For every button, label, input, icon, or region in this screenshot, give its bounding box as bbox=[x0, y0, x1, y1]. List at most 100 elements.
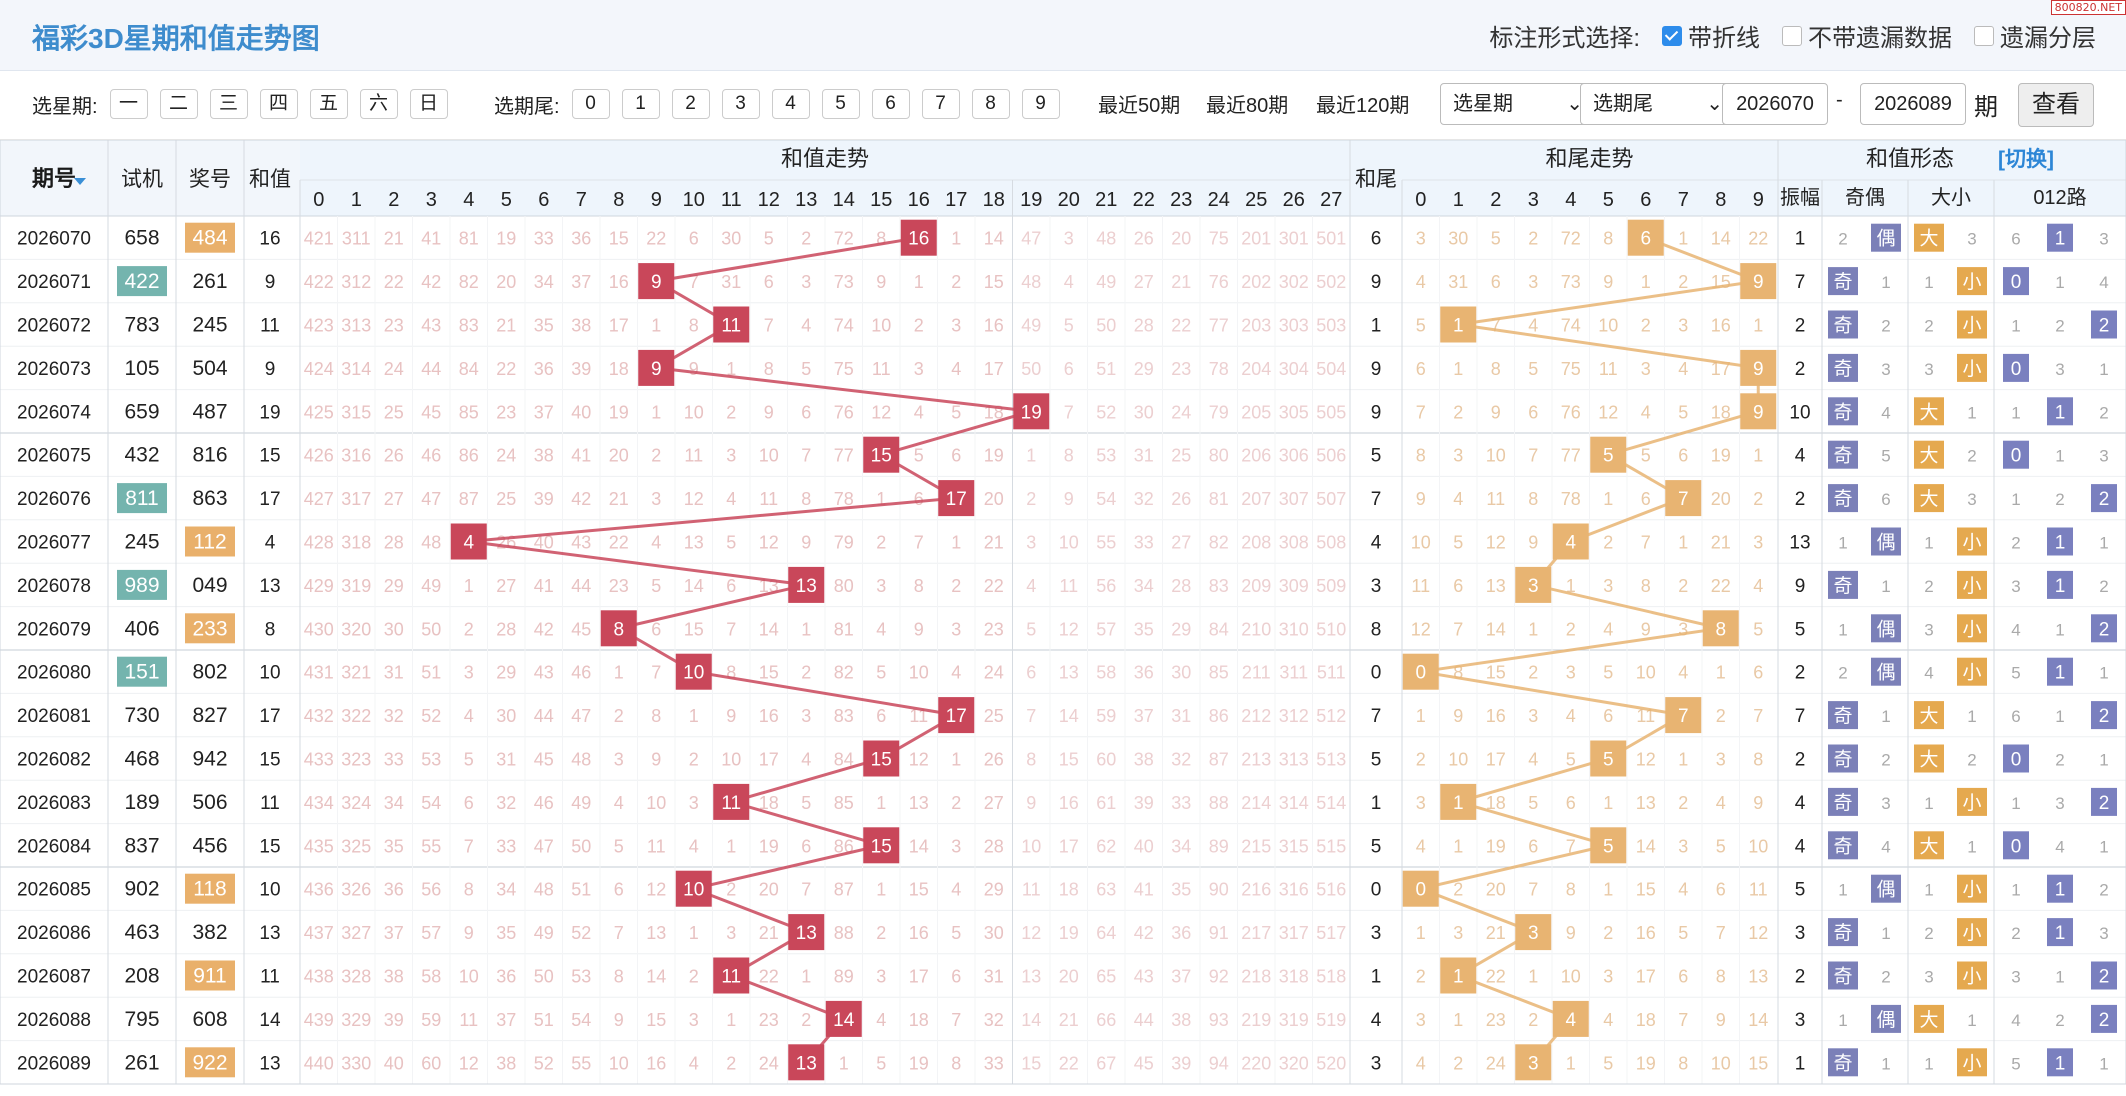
tail-miss: 73 bbox=[1561, 272, 1581, 292]
weekday-button[interactable]: 日 bbox=[409, 89, 448, 119]
tail-miss: 1 bbox=[1453, 359, 1463, 379]
tail-miss: 7 bbox=[1716, 923, 1726, 943]
prize-cell: 233 bbox=[192, 617, 227, 640]
option-polyline[interactable]: 带折线 bbox=[1662, 18, 1760, 53]
sum-miss: 34 bbox=[496, 880, 516, 900]
period-cell: 2026077 bbox=[17, 533, 91, 554]
tail-miss: 20 bbox=[1711, 489, 1731, 509]
sum-miss: 50 bbox=[1096, 316, 1116, 336]
sum-miss: 8 bbox=[464, 880, 474, 900]
tail-miss: 3 bbox=[1453, 923, 1463, 943]
option-miss-layer[interactable]: 遗漏分层 bbox=[1974, 18, 2096, 53]
sum-miss: 82 bbox=[1209, 533, 1229, 553]
sum-miss: 25 bbox=[984, 706, 1004, 726]
weekday-select[interactable]: 选星期 ⌄ bbox=[1440, 83, 1596, 125]
sum-miss: 432 bbox=[304, 706, 334, 726]
tail-miss: 6 bbox=[1453, 576, 1463, 596]
tail-button[interactable]: 7 bbox=[921, 89, 960, 119]
sum-miss: 15 bbox=[909, 880, 929, 900]
tail-button[interactable]: 5 bbox=[821, 89, 860, 119]
sum-miss: 22 bbox=[759, 967, 779, 987]
big-miss: 1 bbox=[1924, 273, 1933, 292]
sum-miss: 34 bbox=[1171, 836, 1191, 856]
tail-hit-box bbox=[1665, 697, 1702, 734]
sum-miss: 3 bbox=[951, 836, 961, 856]
sum-miss: 39 bbox=[571, 359, 591, 379]
weekday-button[interactable]: 一 bbox=[109, 89, 148, 119]
period-cell: 2026071 bbox=[17, 272, 91, 293]
tail-miss: 8 bbox=[1678, 1053, 1688, 1073]
sum-miss: 4 bbox=[689, 1053, 699, 1073]
tail-button[interactable]: 1 bbox=[621, 89, 660, 119]
tail-hit-label: 1 bbox=[1453, 967, 1464, 988]
sum-miss: 202 bbox=[1241, 272, 1271, 292]
sum-miss: 59 bbox=[421, 1010, 441, 1030]
route-badge bbox=[2047, 1048, 2073, 1077]
sum-col-header: 20 bbox=[1058, 189, 1080, 211]
weekday-button[interactable]: 六 bbox=[359, 89, 398, 119]
tail-button[interactable]: 4 bbox=[771, 89, 810, 119]
sum-miss: 15 bbox=[646, 1010, 666, 1030]
route-miss: 1 bbox=[2011, 490, 2020, 509]
sum-col-header: 13 bbox=[795, 189, 817, 211]
tail-button[interactable]: 9 bbox=[1021, 89, 1060, 119]
sum-miss: 7 bbox=[951, 1010, 961, 1030]
recent-50-link[interactable]: 最近50期 bbox=[1098, 95, 1181, 117]
route-miss: 1 bbox=[2055, 707, 2064, 726]
sum-miss: 75 bbox=[834, 359, 854, 379]
sum-miss: 35 bbox=[1134, 619, 1154, 639]
query-button[interactable]: 查看 bbox=[2018, 83, 2094, 127]
sum-miss: 52 bbox=[1096, 402, 1116, 422]
tail-cell: 8 bbox=[1371, 619, 1382, 640]
sum-miss: 1 bbox=[1026, 446, 1036, 466]
tail-button[interactable]: 8 bbox=[971, 89, 1010, 119]
sum-miss: 37 bbox=[1171, 967, 1191, 987]
big-badge bbox=[1914, 744, 1944, 773]
tail-miss: 22 bbox=[1486, 967, 1506, 987]
sum-miss: 210 bbox=[1241, 619, 1271, 639]
weekday-button[interactable]: 五 bbox=[309, 89, 348, 119]
tail-button[interactable]: 2 bbox=[671, 89, 710, 119]
tail-button[interactable]: 0 bbox=[571, 89, 610, 119]
tail-hit-label: 9 bbox=[1753, 272, 1764, 293]
table-header-bg bbox=[0, 140, 2126, 216]
sum-miss: 51 bbox=[534, 1010, 554, 1030]
checkbox-checked-icon[interactable] bbox=[1662, 25, 1682, 46]
odd-badge bbox=[1828, 353, 1858, 382]
sum-miss: 24 bbox=[984, 663, 1004, 683]
sum-miss: 303 bbox=[1279, 316, 1309, 336]
sum-miss: 2 bbox=[614, 706, 624, 726]
sum-miss: 12 bbox=[646, 880, 666, 900]
weekday-button[interactable]: 四 bbox=[259, 89, 298, 119]
sum-miss: 19 bbox=[496, 229, 516, 249]
tail-select[interactable]: 选期尾 ⌄ bbox=[1580, 83, 1736, 125]
recent-120-link[interactable]: 最近120期 bbox=[1316, 95, 1410, 117]
tail-miss: 6 bbox=[1566, 793, 1576, 813]
weekday-button[interactable]: 三 bbox=[209, 89, 248, 119]
tail-button[interactable]: 3 bbox=[721, 89, 760, 119]
checkbox-icon[interactable] bbox=[1974, 25, 1994, 46]
sum-miss: 22 bbox=[1171, 316, 1191, 336]
checkbox-icon[interactable] bbox=[1782, 25, 1802, 46]
period-cell: 2026085 bbox=[17, 880, 91, 901]
tail-miss: 10 bbox=[1411, 533, 1431, 553]
sum-miss: 50 bbox=[421, 619, 441, 639]
sum-miss: 78 bbox=[834, 489, 854, 509]
weekday-button[interactable]: 二 bbox=[159, 89, 198, 119]
sum-miss: 3 bbox=[951, 316, 961, 336]
sum-miss: 438 bbox=[304, 967, 334, 987]
sum-miss: 201 bbox=[1241, 229, 1271, 249]
tail-button[interactable]: 6 bbox=[871, 89, 910, 119]
period-from-input[interactable]: 2026070 bbox=[1722, 83, 1828, 125]
tail-miss: 5 bbox=[1566, 750, 1576, 770]
sum-miss: 3 bbox=[876, 576, 886, 596]
tail-hit-label: 3 bbox=[1528, 923, 1539, 944]
route-miss: 2 bbox=[2055, 490, 2064, 509]
sum-miss: 14 bbox=[984, 229, 1004, 249]
sum-miss: 41 bbox=[534, 576, 554, 596]
period-to-input[interactable]: 2026089 bbox=[1860, 83, 1966, 125]
option-no-miss[interactable]: 不带遗漏数据 bbox=[1782, 18, 1952, 53]
sum-miss: 26 bbox=[1171, 489, 1191, 509]
tail-hit-label: 1 bbox=[1453, 316, 1464, 337]
recent-80-link[interactable]: 最近80期 bbox=[1206, 95, 1289, 117]
